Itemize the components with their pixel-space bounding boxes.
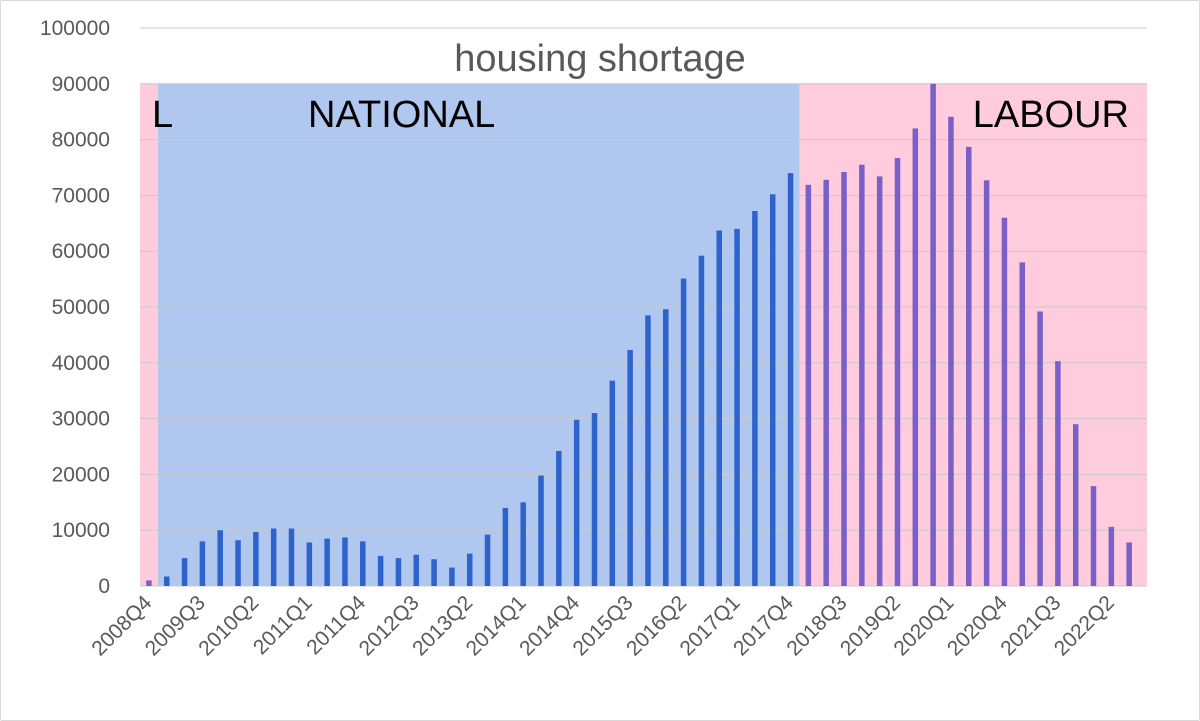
bar-2019Q3 — [912, 128, 919, 586]
bar-2009Q2 — [181, 558, 188, 586]
bar-2013Q2 — [466, 553, 473, 586]
bar-2012Q2 — [395, 558, 402, 586]
bar-2016Q4 — [716, 230, 722, 586]
y-tick-label-3: 30000 — [52, 408, 110, 431]
bar-2022Q2 — [1108, 526, 1115, 586]
y-tick-label-1: 10000 — [52, 519, 110, 542]
chart-title: housing shortage — [454, 38, 746, 80]
bar-2011Q1 — [306, 542, 313, 586]
bar-2011Q4 — [360, 541, 366, 586]
bar-2013Q3 — [484, 534, 491, 586]
bar-2020Q4 — [1001, 217, 1008, 586]
bar-2011Q2 — [324, 538, 330, 586]
bar-2020Q1 — [948, 116, 954, 587]
bar-2011Q3 — [342, 537, 348, 586]
bar-2014Q3 — [556, 450, 562, 586]
bar-2009Q4 — [217, 530, 223, 586]
period-labels: L NATIONAL LABOUR — [152, 94, 1129, 136]
period-label-0: L — [152, 94, 173, 136]
bar-2015Q3 — [627, 349, 633, 586]
bar-2016Q3 — [698, 255, 705, 586]
bar-2009Q1 — [163, 576, 170, 586]
bar-2021Q3 — [1055, 361, 1061, 586]
y-tick-label-10: 100000 — [40, 17, 110, 40]
bar-2018Q3 — [841, 171, 847, 587]
bar-2010Q2 — [253, 531, 259, 586]
bar-2010Q4 — [288, 528, 295, 586]
bar-2012Q4 — [431, 559, 437, 586]
bar-2015Q2 — [609, 380, 616, 586]
period-label-2: LABOUR — [973, 94, 1129, 136]
bar-2010Q3 — [270, 528, 277, 586]
y-tick-label-5: 50000 — [52, 296, 110, 319]
bar-2010Q1 — [235, 540, 241, 586]
bar-2021Q1 — [1019, 262, 1025, 586]
y-axis-ticks: 0 10000 20000 30000 40000 50000 60000 70000 8000… — [40, 17, 110, 598]
bar-2017Q4 — [787, 173, 794, 586]
y-tick-label-4: 40000 — [52, 352, 110, 375]
bar-2012Q3 — [413, 554, 420, 586]
bar-2020Q2 — [966, 146, 972, 586]
y-tick-label-9: 90000 — [52, 73, 110, 96]
bar-2014Q1 — [520, 502, 526, 586]
bar-2009Q3 — [199, 541, 206, 586]
y-tick-label-8: 80000 — [52, 129, 110, 152]
period-band-2 — [799, 83, 1147, 587]
bar-2020Q3 — [983, 180, 990, 587]
bar-2013Q1 — [449, 567, 455, 586]
bar-2014Q4 — [573, 419, 580, 586]
bars — [146, 83, 1132, 587]
bar-2018Q2 — [823, 179, 829, 586]
bar-2019Q1 — [876, 176, 883, 587]
bar-2017Q1 — [734, 228, 740, 586]
bar-2015Q1 — [591, 413, 598, 586]
bar-2021Q4 — [1072, 424, 1079, 586]
bar-2012Q1 — [377, 555, 384, 586]
bar-2016Q2 — [680, 278, 687, 586]
bar-2018Q4 — [859, 164, 865, 586]
period-bands — [140, 83, 1147, 587]
bar-2013Q4 — [502, 507, 509, 586]
bar-2019Q2 — [894, 158, 901, 586]
bar-2015Q4 — [645, 315, 651, 586]
bar-2021Q2 — [1037, 311, 1043, 586]
x-tick-label-3: 2011Q1 — [249, 591, 317, 659]
x-axis-ticks: 2008Q42009Q32010Q22011Q12011Q42012Q32013… — [87, 591, 1119, 660]
x-tick-label-18: 2022Q2 — [1050, 591, 1119, 660]
bar-2008Q4 — [146, 580, 152, 586]
period-label-1: NATIONAL — [308, 94, 495, 136]
y-tick-label-0: 0 — [98, 575, 110, 598]
bar-2017Q3 — [769, 194, 776, 586]
bar-2019Q4 — [930, 83, 936, 587]
bar-2014Q2 — [538, 475, 544, 586]
y-tick-label-6: 60000 — [52, 240, 110, 263]
period-band-0 — [140, 83, 158, 587]
y-tick-label-2: 20000 — [52, 463, 110, 486]
period-band-1 — [157, 83, 800, 587]
bar-2022Q1 — [1090, 486, 1097, 586]
y-tick-label-7: 70000 — [52, 184, 110, 207]
gridlines — [140, 27, 1147, 587]
bar-2017Q2 — [752, 211, 758, 587]
bar-2022Q3 — [1126, 542, 1132, 586]
bar-2018Q1 — [805, 184, 812, 586]
x-tick-label-2: 2010Q2 — [194, 591, 263, 660]
bar-2016Q1 — [663, 309, 669, 586]
